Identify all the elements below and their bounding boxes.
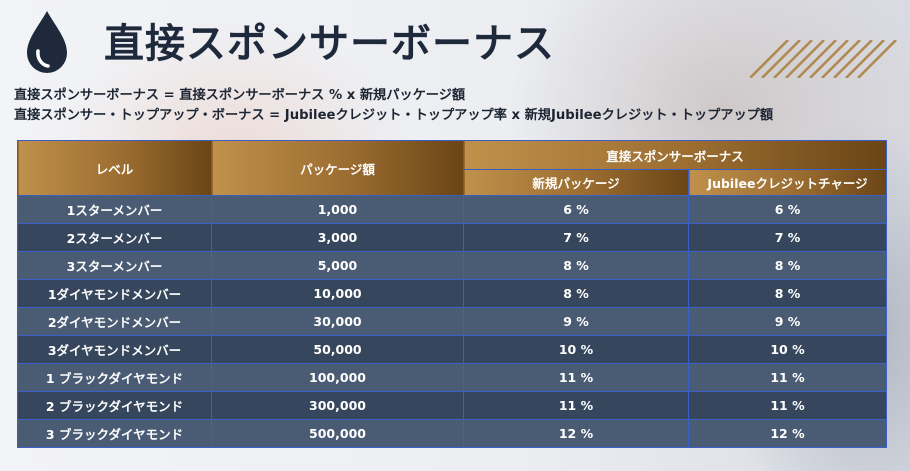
page-title: 直接スポンサーボーナス bbox=[104, 21, 555, 67]
cell-jubilee: 9 % bbox=[687, 307, 888, 336]
header-direct-sponsor-bonus: 直接スポンサーボーナス bbox=[462, 140, 888, 170]
cell-level: 1スターメンバー bbox=[17, 195, 212, 224]
cell-amount: 1,000 bbox=[211, 195, 464, 224]
table-subheader-row: 新規パッケージ Jubileeクレジットチャージ bbox=[18, 169, 888, 196]
cell-level: 2スターメンバー bbox=[17, 223, 212, 252]
table-row: 2ダイヤモンドメンバー 30,000 9 % 9 % bbox=[17, 307, 888, 336]
bonus-table: レベル パッケージ額 直接スポンサーボーナス 新規パッケージ Jubileeクレ… bbox=[17, 140, 888, 448]
cell-new-package: 12 % bbox=[463, 419, 689, 448]
table-row: 2 ブラックダイヤモンド 300,000 11 % 11 % bbox=[17, 391, 888, 420]
cell-new-package: 8 % bbox=[463, 279, 689, 308]
cell-level: 3ダイヤモンドメンバー bbox=[17, 335, 212, 364]
table-row: 3 ブラックダイヤモンド 500,000 12 % 12 % bbox=[17, 419, 888, 448]
cell-new-package: 10 % bbox=[463, 335, 689, 364]
header-level: レベル bbox=[17, 140, 212, 196]
table-row: 3スターメンバー 5,000 8 % 8 % bbox=[17, 251, 888, 280]
cell-amount: 30,000 bbox=[211, 307, 464, 336]
cell-new-package: 9 % bbox=[463, 307, 689, 336]
table-row: 1ダイヤモンドメンバー 10,000 8 % 8 % bbox=[17, 279, 888, 308]
cell-jubilee: 11 % bbox=[687, 363, 888, 392]
cell-level: 3 ブラックダイヤモンド bbox=[17, 419, 212, 448]
cell-jubilee: 8 % bbox=[687, 279, 888, 308]
formula-topup-bonus: 直接スポンサー・トップアップ・ボーナス = Jubileeクレジット・トップアッ… bbox=[14, 108, 774, 123]
cell-amount: 50,000 bbox=[211, 335, 464, 364]
cell-jubilee: 8 % bbox=[687, 251, 888, 280]
cell-jubilee: 11 % bbox=[687, 391, 888, 420]
cell-amount: 3,000 bbox=[211, 223, 464, 252]
table-row: 3ダイヤモンドメンバー 50,000 10 % 10 % bbox=[17, 335, 888, 364]
cell-jubilee: 12 % bbox=[687, 419, 888, 448]
water-drop-icon bbox=[27, 11, 67, 73]
cell-new-package: 11 % bbox=[463, 363, 689, 392]
cell-jubilee: 10 % bbox=[687, 335, 888, 364]
cell-amount: 500,000 bbox=[211, 419, 464, 448]
cell-new-package: 8 % bbox=[463, 251, 689, 280]
cell-level: 1 ブラックダイヤモンド bbox=[17, 363, 212, 392]
cell-amount: 300,000 bbox=[211, 391, 464, 420]
cell-jubilee: 7 % bbox=[687, 223, 888, 252]
cell-jubilee: 6 % bbox=[687, 195, 888, 224]
table-row: 2スターメンバー 3,000 7 % 7 % bbox=[17, 223, 888, 252]
table-row: 1 ブラックダイヤモンド 100,000 11 % 11 % bbox=[17, 363, 888, 392]
cell-level: 2 ブラックダイヤモンド bbox=[17, 391, 212, 420]
cell-new-package: 11 % bbox=[463, 391, 689, 420]
header-jubilee-charge: Jubileeクレジットチャージ bbox=[687, 169, 888, 196]
cell-new-package: 6 % bbox=[463, 195, 689, 224]
cell-amount: 5,000 bbox=[211, 251, 464, 280]
table-row: 1スターメンバー 1,000 6 % 6 % bbox=[17, 195, 888, 224]
diagonal-stripes-icon bbox=[750, 40, 897, 78]
header-package-amount: パッケージ額 bbox=[211, 140, 464, 196]
cell-amount: 10,000 bbox=[211, 279, 464, 308]
formula-direct-bonus: 直接スポンサーボーナス = 直接スポンサーボーナス % x 新規パッケージ額 bbox=[14, 88, 466, 103]
cell-level: 2ダイヤモンドメンバー bbox=[17, 307, 212, 336]
cell-level: 3スターメンバー bbox=[17, 251, 212, 280]
table-header-row: レベル パッケージ額 直接スポンサーボーナス bbox=[17, 140, 888, 196]
cell-new-package: 7 % bbox=[463, 223, 689, 252]
cell-amount: 100,000 bbox=[211, 363, 464, 392]
cell-level: 1ダイヤモンドメンバー bbox=[17, 279, 212, 308]
header-new-package: 新規パッケージ bbox=[463, 169, 689, 196]
